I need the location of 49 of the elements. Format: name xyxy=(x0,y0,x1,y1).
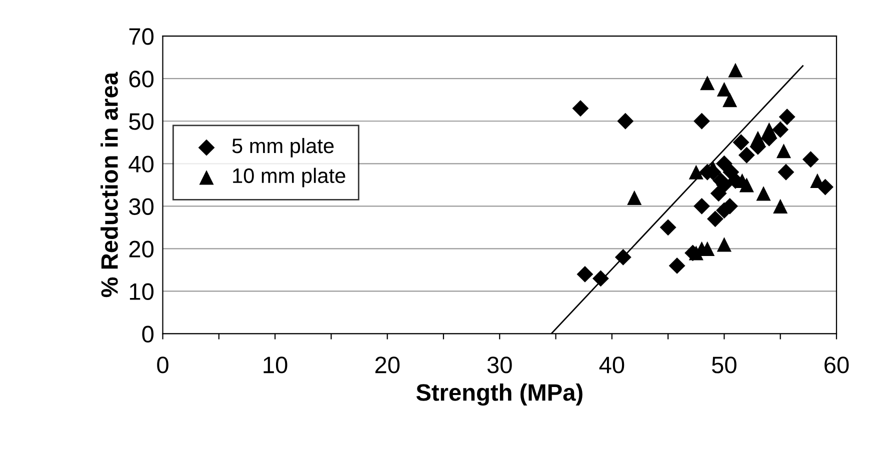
point xyxy=(738,146,755,164)
point xyxy=(617,112,634,130)
point xyxy=(716,155,732,172)
point xyxy=(668,257,686,274)
point xyxy=(773,198,788,214)
point xyxy=(694,112,710,130)
point xyxy=(572,100,589,117)
point xyxy=(802,151,819,168)
point xyxy=(750,130,766,146)
x-tick-label: 50 xyxy=(712,356,736,374)
point xyxy=(732,134,750,151)
point xyxy=(778,108,796,126)
x-axis-title: Strength (MPa) xyxy=(416,384,582,406)
x-tick-label: 40 xyxy=(599,356,624,374)
point xyxy=(716,237,732,252)
y-tick-label: 30 xyxy=(129,198,154,215)
point xyxy=(762,122,776,137)
y-tick-label: 70 xyxy=(129,28,154,45)
y-tick-label: 40 xyxy=(128,156,154,172)
point xyxy=(776,144,792,158)
legend-label: 5 mm plate xyxy=(232,138,334,158)
point xyxy=(576,266,594,282)
point xyxy=(756,186,771,201)
y-tick-label: 60 xyxy=(129,70,154,88)
x-tick-label: 60 xyxy=(824,356,849,374)
point xyxy=(688,164,704,180)
y-axis-title: % Reduction in area xyxy=(100,72,118,298)
point xyxy=(728,62,743,78)
point xyxy=(772,121,789,138)
x-tick-label: 20 xyxy=(375,356,400,374)
y-tick-label: 10 xyxy=(130,283,154,300)
x-tick-label: 30 xyxy=(487,356,512,374)
y-tick-label: 0 xyxy=(142,326,154,343)
point xyxy=(694,198,710,214)
x-tick-label: 0 xyxy=(157,356,168,374)
point xyxy=(722,92,738,108)
point xyxy=(592,270,609,287)
legend-label: 10 mm plate xyxy=(233,168,346,188)
point xyxy=(627,190,642,205)
y-tick-label: 50 xyxy=(129,113,154,130)
point xyxy=(716,82,732,97)
point xyxy=(700,76,715,90)
point xyxy=(707,210,724,228)
x-tick-label: 10 xyxy=(264,356,288,374)
y-tick-label: 20 xyxy=(129,240,154,258)
point xyxy=(660,219,676,236)
point xyxy=(739,178,754,192)
point xyxy=(614,248,632,266)
point xyxy=(778,164,794,180)
